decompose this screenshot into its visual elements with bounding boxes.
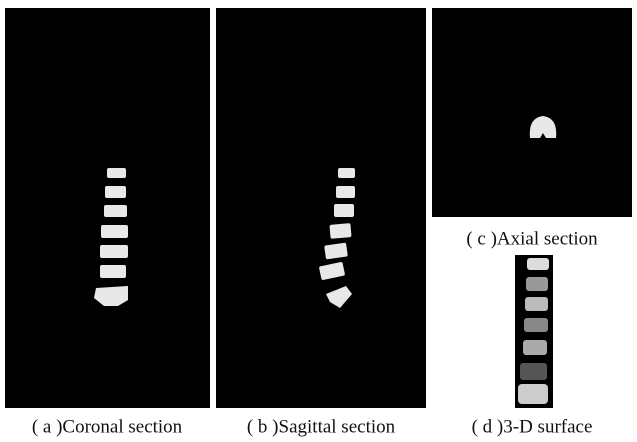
caption: ( a )Coronal section (32, 416, 183, 437)
caption: ( c )Axial section (466, 228, 598, 249)
surface-panel (515, 255, 553, 408)
figure: ( a )Coronal section ( b )Sagittal secti… (0, 0, 637, 442)
image-background (432, 8, 632, 217)
coronal-panel (5, 8, 210, 408)
image-background (216, 8, 426, 408)
axial-panel (432, 8, 632, 217)
caption: ( b )Sagittal section (247, 416, 396, 437)
caption: ( d )3-D surface (472, 416, 593, 437)
sagittal-panel (216, 8, 426, 408)
